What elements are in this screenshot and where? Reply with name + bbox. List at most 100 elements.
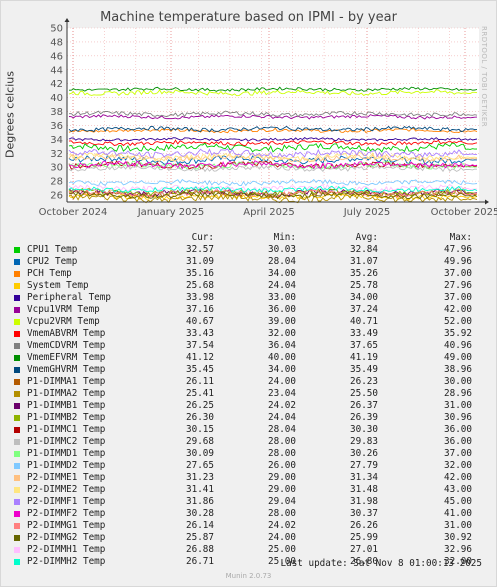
- y-tick-label: 40: [50, 93, 63, 104]
- legend-value-avg: 25.78: [350, 280, 378, 291]
- legend-swatch: [14, 511, 20, 517]
- legend-value-avg: 27.01: [350, 544, 378, 555]
- legend-swatch: [14, 247, 20, 253]
- legend-row: P2-DIMMH2 Temp 26.71 25.00 26.80 32.00: [10, 556, 480, 568]
- legend-header: Cur: Min: Avg: Max:: [10, 232, 480, 244]
- legend-series-name: P2-DIMMG1 Temp: [27, 520, 106, 531]
- legend-value-max: 31.00: [444, 520, 472, 531]
- legend-series-name: System Temp: [27, 280, 89, 291]
- legend-row: CPU2 Temp 31.09 28.04 31.07 49.96: [10, 256, 480, 268]
- legend-value-avg: 31.48: [350, 484, 378, 495]
- legend-swatch: [14, 499, 20, 505]
- series-line: [68, 110, 478, 118]
- legend-value-cur: 31.23: [186, 472, 214, 483]
- legend-header-min: Min:: [273, 232, 296, 243]
- legend-value-max: 37.00: [444, 448, 472, 459]
- legend-swatch: [14, 379, 20, 385]
- legend-value-cur: 31.41: [186, 484, 214, 495]
- legend-value-avg: 41.19: [350, 352, 378, 363]
- legend-value-max: 30.92: [444, 532, 472, 543]
- legend-series-name: P1-DIMMC1 Temp: [27, 424, 106, 435]
- legend-value-avg: 32.84: [350, 244, 378, 255]
- legend-series-name: VmemABVRM Temp: [27, 328, 106, 339]
- legend-value-cur: 35.16: [186, 268, 214, 279]
- legend-value-max: 27.96: [444, 280, 472, 291]
- legend-value-min: 34.00: [268, 268, 296, 279]
- y-tick-label: 30: [50, 163, 63, 174]
- legend-value-min: 30.03: [268, 244, 296, 255]
- legend-value-avg: 31.34: [350, 472, 378, 483]
- legend-row: P1-DIMMA1 Temp 26.11 24.00 26.23 30.00: [10, 376, 480, 388]
- legend-value-cur: 26.11: [186, 376, 214, 387]
- legend-value-cur: 26.88: [186, 544, 214, 555]
- legend-series-name: P2-DIMMF2 Temp: [27, 508, 106, 519]
- legend-value-min: 25.00: [268, 544, 296, 555]
- series-line: [68, 142, 478, 153]
- legend-value-avg: 26.39: [350, 412, 378, 423]
- legend-series-name: VmemCDVRM Temp: [27, 340, 106, 351]
- legend-value-min: 28.00: [268, 448, 296, 459]
- legend-row: PCH Temp 35.16 34.00 35.26 37.00: [10, 268, 480, 280]
- legend-value-min: 36.00: [268, 304, 296, 315]
- legend-swatch: [14, 307, 20, 313]
- legend-series-name: P1-DIMMB1 Temp: [27, 400, 106, 411]
- legend-value-cur: 37.16: [186, 304, 214, 315]
- legend-value-min: 24.00: [268, 376, 296, 387]
- legend-value-min: 32.00: [268, 328, 296, 339]
- legend-value-cur: 25.68: [186, 280, 214, 291]
- legend-value-min: 40.00: [268, 352, 296, 363]
- legend-value-max: 45.00: [444, 496, 472, 507]
- series-line: [68, 114, 478, 120]
- legend-value-cur: 37.54: [186, 340, 214, 351]
- legend-value-cur: 33.98: [186, 292, 214, 303]
- series-line: [68, 178, 478, 187]
- legend-value-avg: 35.49: [350, 364, 378, 375]
- legend-value-avg: 30.30: [350, 424, 378, 435]
- legend-value-avg: 31.07: [350, 256, 378, 267]
- legend-value-min: 39.00: [268, 316, 296, 327]
- legend-value-max: 52.00: [444, 316, 472, 327]
- legend-value-cur: 30.09: [186, 448, 214, 459]
- legend-value-max: 43.00: [444, 484, 472, 495]
- legend-series-name: P2-DIMMF1 Temp: [27, 496, 106, 507]
- legend-value-avg: 30.26: [350, 448, 378, 459]
- series-line: [68, 191, 478, 200]
- legend-series-name: Vcpu1VRM Temp: [27, 304, 100, 315]
- series-line: [68, 185, 478, 194]
- legend-value-avg: 33.49: [350, 328, 378, 339]
- legend-series-name: P1-DIMMB2 Temp: [27, 412, 106, 423]
- x-axis-arrow: [485, 199, 489, 205]
- series-line: [68, 187, 478, 198]
- legend-header-cur: Cur:: [191, 232, 214, 243]
- legend-row: P2-DIMMG1 Temp 26.14 24.02 26.26 31.00: [10, 520, 480, 532]
- legend-row: VmemCDVRM Temp 37.54 36.04 37.65 40.96: [10, 340, 480, 352]
- legend-series-name: P1-DIMMA1 Temp: [27, 376, 106, 387]
- legend-swatch: [14, 451, 20, 457]
- legend-row: P1-DIMMB2 Temp 26.30 24.04 26.39 30.96: [10, 412, 480, 424]
- legend-swatch: [14, 319, 20, 325]
- legend-value-max: 35.92: [444, 328, 472, 339]
- legend-swatch: [14, 295, 20, 301]
- legend-series-name: P2-DIMME1 Temp: [27, 472, 106, 483]
- legend-value-min: 24.02: [268, 520, 296, 531]
- y-tick-label: 50: [50, 24, 63, 35]
- legend-value-max: 37.00: [444, 268, 472, 279]
- legend-value-min: 36.04: [268, 340, 296, 351]
- legend-value-max: 36.00: [444, 436, 472, 447]
- y-tick-label: 48: [50, 37, 63, 48]
- legend-series-name: Peripheral Temp: [27, 292, 111, 303]
- legend-swatch: [14, 523, 20, 529]
- legend-value-cur: 25.41: [186, 388, 214, 399]
- x-tick-label: January 2025: [137, 207, 205, 218]
- legend-series-name: VmemEFVRM Temp: [27, 352, 106, 363]
- series-line: [68, 193, 478, 204]
- series-line: [68, 160, 478, 170]
- legend-row: P2-DIMME1 Temp 31.23 29.00 31.34 42.00: [10, 472, 480, 484]
- munin-version: Munin 2.0.73: [225, 572, 272, 580]
- y-tick-label: 42: [50, 79, 63, 90]
- legend-swatch: [14, 535, 20, 541]
- legend-value-min: 24.04: [268, 280, 296, 291]
- legend-value-avg: 29.83: [350, 436, 378, 447]
- legend-swatch: [14, 259, 20, 265]
- legend-swatch: [14, 355, 20, 361]
